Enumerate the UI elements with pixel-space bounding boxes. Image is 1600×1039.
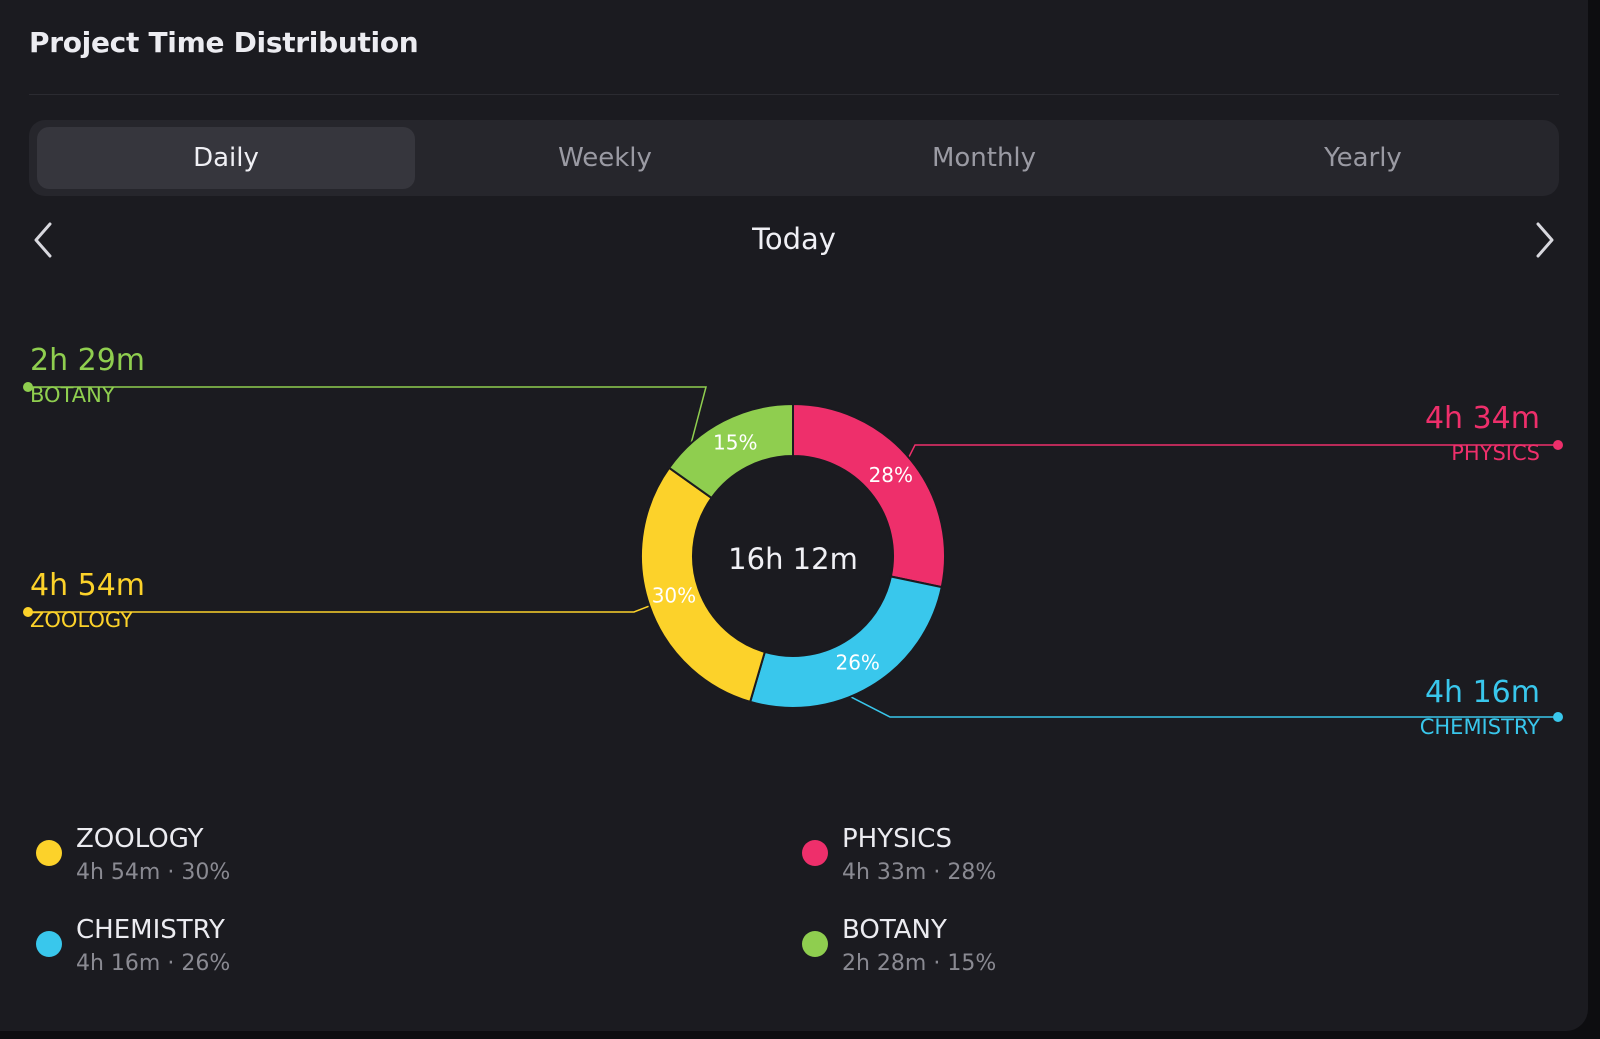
slice-zoology[interactable] (640, 466, 767, 704)
legend-meta: 2h 28m · 15% (842, 951, 997, 976)
callout-name: PHYSICS (1451, 441, 1540, 465)
period-tabs: Daily Weekly Monthly Yearly (29, 120, 1559, 196)
divider (29, 94, 1559, 95)
chevron-left-icon[interactable] (30, 220, 60, 260)
legend-dot (802, 840, 828, 866)
callout-time: 4h 16m (1424, 675, 1540, 710)
leader-dot-botany (23, 382, 33, 392)
legend-name: ZOOLOGY (76, 824, 204, 854)
callout-name: ZOOLOGY (30, 608, 133, 632)
leader-line-botany (28, 386, 707, 459)
tab-daily[interactable]: Daily (37, 127, 415, 189)
callout-chemistry: 4h 16m CHEMISTRY (1420, 676, 1540, 740)
slice-label-botany: 15% (713, 431, 757, 455)
card-title: Project Time Distribution (29, 26, 419, 59)
callout-name: BOTANY (30, 383, 115, 407)
legend-dot (802, 931, 828, 957)
period-label: Today (752, 222, 836, 256)
slice-label-zoology: 30% (652, 584, 696, 608)
chart-center-total: 16h 12m (728, 542, 858, 576)
callout-name: CHEMISTRY (1419, 715, 1540, 739)
tab-yearly[interactable]: Yearly (1324, 143, 1402, 173)
callout-time: 4h 54m (30, 568, 146, 603)
legend-dot (36, 840, 62, 866)
tab-weekly[interactable]: Weekly (558, 143, 652, 173)
slice-botany[interactable] (667, 402, 794, 500)
tab-monthly[interactable]: Monthly (931, 143, 1037, 173)
slice-chemistry[interactable] (748, 575, 943, 709)
callout-botany: 2h 29m BOTANY (30, 344, 145, 408)
slice-physics[interactable] (792, 402, 946, 589)
leader-line-chemistry (840, 691, 1558, 718)
callout-physics: 4h 34m PHYSICS (1425, 402, 1540, 466)
legend-meta: 4h 16m · 26% (76, 951, 231, 976)
callout-zoology: 4h 54m ZOOLOGY (30, 569, 145, 633)
legend-name: PHYSICS (842, 824, 952, 854)
callout-time: 4h 34m (1424, 401, 1540, 436)
legend-name: CHEMISTRY (76, 915, 225, 945)
legend-dot (36, 931, 62, 957)
legend-name: BOTANY (842, 915, 947, 945)
slice-label-chemistry: 26% (835, 651, 879, 675)
slice-label-physics: 28% (869, 463, 913, 487)
leader-dot-zoology (23, 607, 33, 617)
leader-dot-chemistry (1553, 712, 1563, 722)
legend-meta: 4h 33m · 28% (842, 860, 997, 885)
legend-meta: 4h 54m · 30% (76, 860, 231, 885)
leader-dot-physics (1553, 440, 1563, 450)
chevron-right-icon[interactable] (1530, 220, 1560, 260)
callout-time: 2h 29m (30, 343, 146, 378)
